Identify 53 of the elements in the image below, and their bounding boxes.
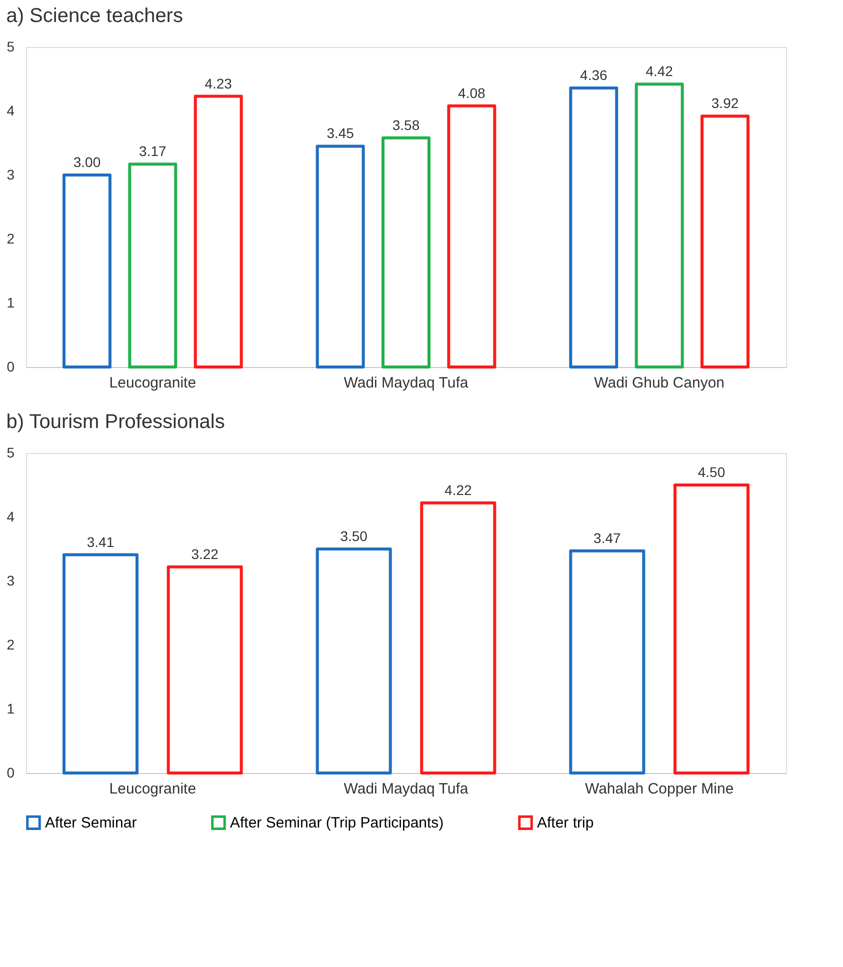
x-tick-label: Wahalah Copper Mine xyxy=(584,780,734,798)
y-tick-label: 5 xyxy=(6,444,15,460)
x-tick-label: Wadi Maydaq Tufa xyxy=(344,780,469,798)
data-label: 3.58 xyxy=(392,116,420,133)
data-label: 4.22 xyxy=(444,482,472,498)
data-label: 4.42 xyxy=(646,63,674,80)
y-tick-label: 5 xyxy=(6,38,15,54)
data-label: 3.00 xyxy=(73,154,101,170)
data-label: 3.50 xyxy=(340,528,368,544)
bar xyxy=(128,162,178,368)
y-tick-label: 3 xyxy=(6,166,15,182)
bar xyxy=(316,144,365,368)
bar xyxy=(700,114,750,368)
data-label: 4.36 xyxy=(580,66,608,83)
chart-title: b) Tourism Professionals xyxy=(6,411,225,433)
bar xyxy=(316,548,392,774)
bar xyxy=(447,104,496,368)
bar xyxy=(569,549,646,774)
chart-title: a) Science teachers xyxy=(6,5,183,27)
y-tick-label: 2 xyxy=(6,230,15,246)
y-tick-label: 1 xyxy=(6,294,15,310)
data-label: 3.22 xyxy=(191,546,219,562)
y-tick-label: 0 xyxy=(6,764,15,780)
data-label: 4.50 xyxy=(698,464,726,480)
data-label: 3.45 xyxy=(326,125,354,142)
bar xyxy=(382,136,430,368)
y-tick-label: 4 xyxy=(6,102,15,118)
data-label: 3.47 xyxy=(594,530,622,546)
data-label: 3.41 xyxy=(86,534,114,550)
bar xyxy=(62,174,112,368)
bar xyxy=(634,82,684,368)
legend-label: After Seminar xyxy=(45,814,137,832)
bar xyxy=(194,94,243,368)
y-tick-label: 0 xyxy=(6,358,15,374)
x-tick-label: Wadi Ghub Canyon xyxy=(594,374,725,392)
y-tick-label: 2 xyxy=(6,636,15,652)
y-tick-label: 4 xyxy=(6,508,15,524)
data-label: 4.08 xyxy=(458,84,486,101)
legend-label: After Seminar (Trip Participants) xyxy=(230,814,444,832)
data-label: 3.92 xyxy=(711,95,739,112)
x-tick-label: Leucogranite xyxy=(109,374,196,392)
legend-label: After trip xyxy=(537,814,594,832)
bar xyxy=(420,501,496,774)
bar xyxy=(166,565,243,774)
y-tick-label: 1 xyxy=(6,700,15,716)
bar xyxy=(62,553,139,774)
x-tick-label: Wadi Maydaq Tufa xyxy=(344,374,469,392)
data-label: 3.17 xyxy=(139,143,167,160)
bar xyxy=(673,484,750,774)
data-label: 4.23 xyxy=(204,75,232,92)
bar xyxy=(569,86,618,368)
y-tick-label: 3 xyxy=(6,572,15,588)
x-tick-label: Leucogranite xyxy=(109,780,196,798)
